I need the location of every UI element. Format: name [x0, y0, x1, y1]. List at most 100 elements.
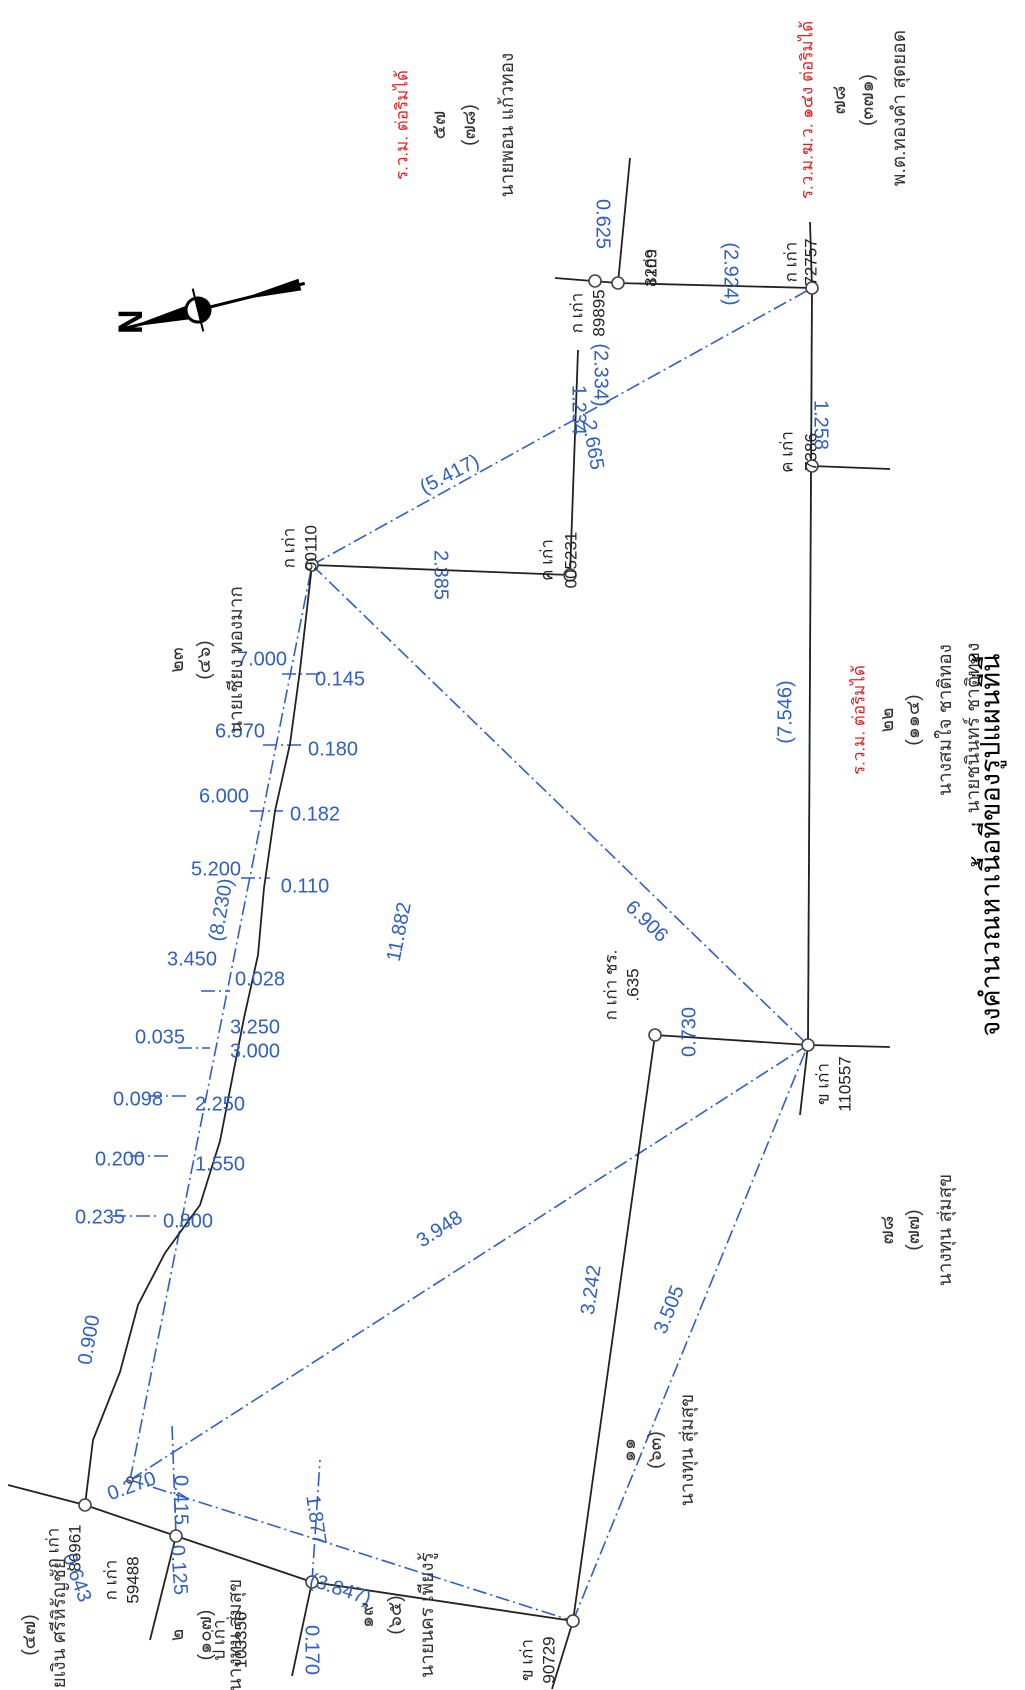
measurement-label: 5.200 — [191, 858, 241, 880]
station-marker — [801, 1038, 815, 1052]
parcel-owner: พ.ต.ทองคำ สุดยอด — [889, 30, 911, 186]
station-number: 90729 — [539, 1636, 558, 1683]
measurement-label: 0.182 — [290, 803, 340, 825]
parcel-sub: (๑๑๔) — [903, 694, 924, 745]
boundary — [569, 349, 579, 576]
measurement-label: (5.417) — [416, 450, 482, 498]
station-number: 59488 — [123, 1556, 142, 1603]
north-arrow-icon — [120, 278, 306, 332]
parcel-owner: นางทุน สุ่มสุข — [225, 1579, 247, 1690]
parcel-owner: นางทุน สุ่มสุข — [677, 1394, 699, 1506]
boundary-south — [84, 1504, 574, 1622]
boundary — [7, 1484, 86, 1506]
measurement-label: 1.234 — [568, 385, 590, 435]
measurement-label: 0.900 — [74, 1313, 104, 1366]
boundary — [149, 1535, 177, 1641]
parcel-sub: (๗๗) — [903, 1209, 924, 1250]
measurement-label: 3.250 — [230, 1016, 280, 1038]
parcel-owner: นายพอน แก้วทอง — [497, 53, 518, 198]
station-marker — [305, 1575, 319, 1589]
parcel-owner: นายเชียง ทองมาก — [225, 586, 247, 734]
boundary — [572, 1034, 656, 1622]
measurement-label: 3.000 — [230, 1040, 280, 1062]
measurement-label: 0.200 — [95, 1148, 145, 1170]
station-marker — [648, 1028, 662, 1042]
measurement-label: (2.924) — [720, 242, 742, 305]
boundary — [291, 1581, 313, 1677]
station-label: ก เก่า — [43, 1528, 62, 1569]
measurement-label: 1.550 — [195, 1153, 245, 1175]
station-label: ง เก่า — [641, 249, 660, 288]
boundary — [807, 1044, 891, 1048]
measurement-label: 0.110 — [281, 875, 330, 897]
station-label: ก เก่า — [279, 528, 298, 569]
measurement-label: 1.258 — [810, 400, 832, 450]
survey-line — [311, 564, 809, 1046]
north-letter: N — [112, 309, 150, 334]
station-marker — [563, 568, 577, 582]
boundary — [654, 1034, 809, 1046]
boundary — [551, 1620, 574, 1690]
station-label: ก เก่า — [781, 242, 800, 283]
measurement-label: 11.882 — [383, 900, 416, 963]
station-marker — [588, 274, 602, 288]
measurement-label: 0.125 — [166, 1544, 191, 1595]
measurement-label: 2.250 — [195, 1093, 245, 1115]
parcel-owner: นางสมใจ ชาติทอง — [934, 644, 956, 796]
boundary — [311, 564, 571, 576]
measurement-label: 0.028 — [235, 968, 285, 990]
parcel-owner: นางทุน สุ่มสุข — [935, 1174, 957, 1286]
parcel-no: ๗๘ — [829, 86, 850, 115]
station-label: ก เก่า ชร. — [601, 950, 620, 1021]
measurement-label: 0.035 — [135, 1026, 185, 1048]
station-number: 89895 — [589, 289, 608, 336]
measurement-label: 7.000 — [237, 648, 287, 670]
boundary — [799, 1044, 809, 1116]
station-number: .635 — [623, 968, 642, 1001]
station-label: ข เก่า — [813, 1063, 832, 1105]
parcel-no: ๒๒ — [877, 707, 898, 732]
station-number: 72757 — [801, 238, 820, 285]
survey-line — [129, 1479, 574, 1622]
measurement-label: 3.242 — [577, 1264, 606, 1317]
survey-line — [572, 1044, 809, 1622]
boundary-east — [807, 287, 813, 1046]
measurement-label: 3.948 — [413, 1207, 467, 1253]
measurement-label: 0.170 — [301, 1625, 323, 1675]
parcel-note: ร.ว.ม. ต่อริมได้ — [848, 665, 868, 775]
boundary — [811, 465, 891, 470]
boundary — [617, 157, 631, 284]
measurement-label: 3.450 — [167, 948, 217, 970]
measurement-label: 0.098 — [113, 1088, 163, 1110]
parcel-no: ๕๗ — [429, 111, 450, 140]
station-number: 86961 — [65, 1524, 84, 1571]
station-marker — [611, 276, 625, 290]
measurement-label: 0.415 — [170, 1475, 192, 1525]
measurement-label: 1.877 — [301, 1494, 330, 1547]
parcel-no: ๒ — [167, 1629, 188, 1642]
parcel-no: ๑๑ — [619, 1438, 640, 1462]
station-marker — [566, 1614, 580, 1628]
survey-line — [129, 1044, 809, 1481]
offset-line — [311, 1459, 321, 1583]
boundary — [809, 221, 813, 289]
station-number: 110557 — [835, 1056, 854, 1111]
measurement-label: 0.625 — [592, 199, 614, 249]
station-number: 90110 — [301, 525, 320, 571]
measurement-label: 0.730 — [678, 1007, 700, 1057]
station-label: ค เก่า — [537, 539, 556, 581]
station-markers — [78, 274, 819, 1628]
station-marker — [305, 558, 319, 572]
station-marker — [78, 1498, 92, 1512]
station-marker — [805, 281, 819, 295]
measurement-label: 6.570 — [215, 720, 265, 742]
parcel-no: ๑๙ — [357, 1602, 378, 1628]
boundary-lines — [7, 157, 891, 1690]
station-number: 7386 — [801, 433, 820, 471]
survey-line — [129, 564, 313, 1481]
station-label: ป เก่า — [209, 1619, 228, 1660]
measurement-label: 0.145 — [315, 668, 365, 690]
parcel-sub: (๔๖) — [194, 640, 215, 679]
